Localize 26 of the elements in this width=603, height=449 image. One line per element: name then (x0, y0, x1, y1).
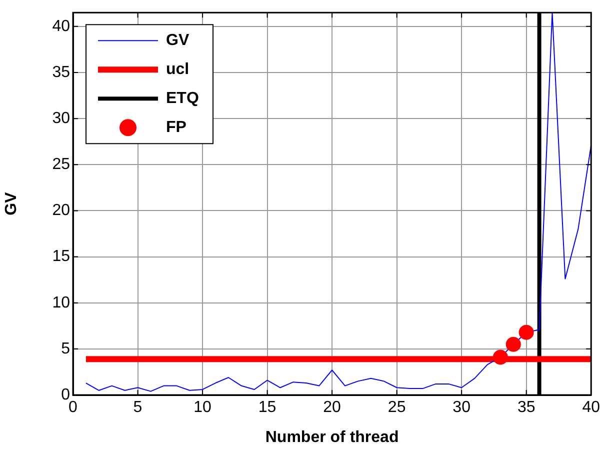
y-tick-label: 30 (52, 110, 70, 127)
x-tick-label: 5 (133, 399, 142, 416)
y-tick-label: 10 (52, 294, 70, 312)
y-tick-label: 35 (52, 64, 70, 81)
y-tick-label: 0 (61, 386, 70, 404)
x-tick-label: 40 (582, 399, 600, 416)
legend-label: ETQ (166, 90, 199, 108)
x-tick-label: 20 (323, 399, 342, 416)
point (518, 324, 534, 340)
y-tick-label: 5 (61, 340, 70, 358)
legend-label: ucl (166, 61, 190, 78)
x-tick-label: 30 (452, 399, 471, 416)
point (492, 350, 508, 365)
point (506, 336, 521, 352)
y-tick-label: 40 (52, 18, 70, 35)
x-tick-label: 35 (517, 399, 536, 416)
x-tick-label: 15 (258, 399, 276, 416)
x-axis-title: Number of thread (265, 428, 399, 446)
y-tick-label: 15 (52, 248, 70, 266)
legend-label: FP (166, 119, 187, 136)
y-tick-label: 20 (52, 202, 70, 220)
x-tick-label: 10 (194, 399, 212, 416)
x-tick-label: 25 (388, 399, 406, 416)
y-tick-label: 25 (52, 156, 70, 174)
legend-label: GV (166, 32, 190, 50)
y-axis-title: GV (3, 192, 20, 216)
